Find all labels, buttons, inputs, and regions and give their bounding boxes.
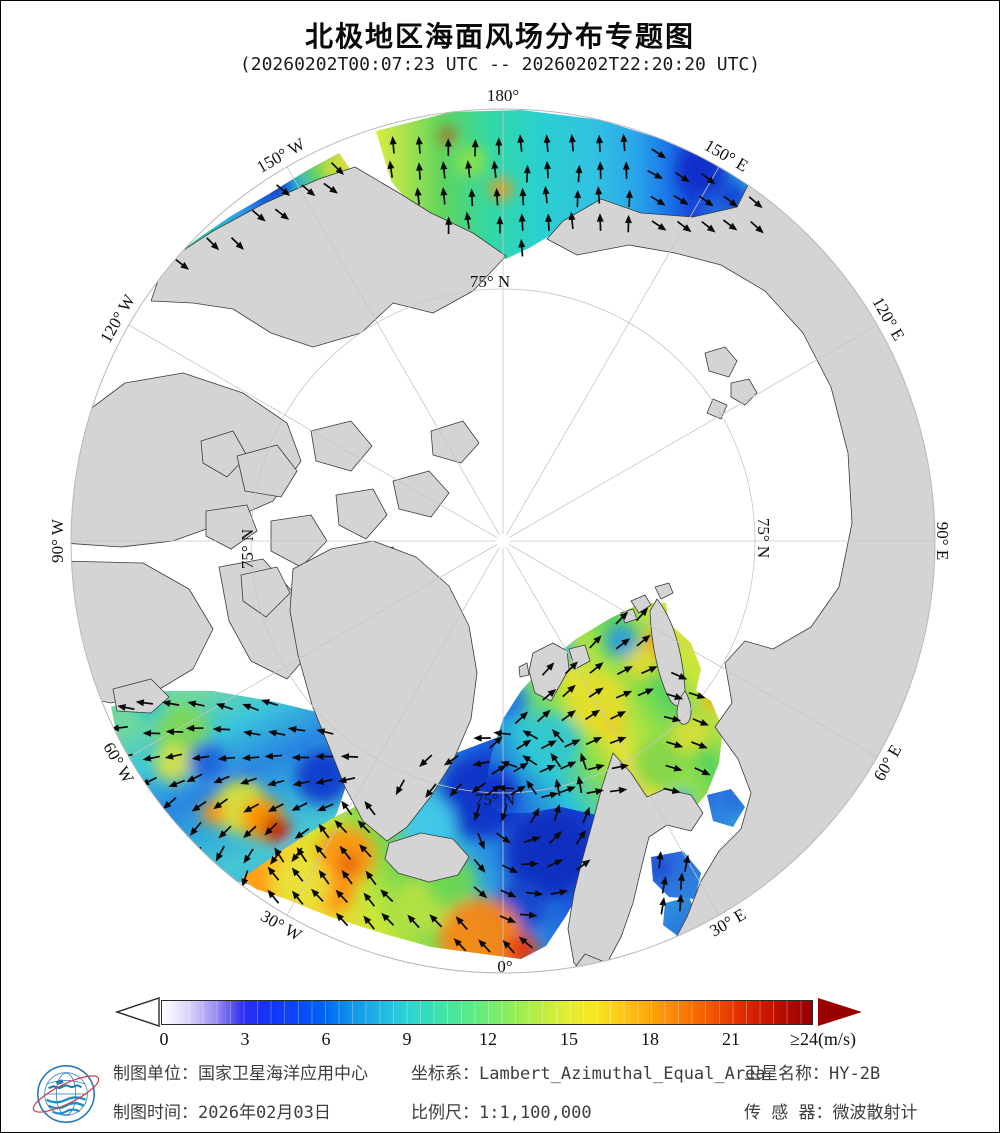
footer-org-label: 制图单位：: [113, 1064, 198, 1084]
footer-scale-label: 比例尺：: [411, 1103, 479, 1123]
footer-sensor-label: 传 感 器：: [744, 1103, 833, 1123]
footer-scale-value: 1:1,100,000: [479, 1103, 592, 1123]
time-range-subtitle: (20260202T00:07:23 UTC -- 20260202T22:20…: [239, 54, 761, 75]
footer-scale: 比例尺：1:1,100,000: [411, 1098, 592, 1123]
footer-sensor: 传 感 器：微波散射计: [744, 1098, 917, 1123]
meridian-label-0: 0°: [497, 957, 513, 976]
colorbar-overflow-arrow-icon: [818, 998, 862, 1026]
wind-speed-colorbar: 0 3 6 9 12 15 18 21 ≥24(m/s): [1, 993, 999, 1051]
map-footer: 制图单位：国家卫星海洋应用中心 制图时间：2026年02月03日 坐标系：Lam…: [1, 1049, 999, 1132]
colorbar-tick-6: 6: [321, 1029, 331, 1049]
colorbar-underflow-arrow-icon: [115, 997, 160, 1027]
colorbar-tick-21: 21: [722, 1029, 740, 1049]
colorbar-tick-3: 3: [240, 1029, 250, 1049]
colorbar-step-separators: [162, 1001, 812, 1024]
colorbar-tick-9: 9: [402, 1029, 412, 1049]
colorbar-max-label: ≥24(m/s): [790, 1029, 856, 1049]
colorbar-tick-18: 18: [641, 1029, 659, 1049]
footer-satellite: 卫星名称：HY-2B: [744, 1059, 880, 1084]
meridian-label-90w: 90° W: [48, 519, 67, 563]
latitude-label-75n-top: 75° N: [469, 272, 511, 291]
latitude-label-75n-left: 75° N: [238, 528, 257, 570]
colorbar-tick-12: 12: [479, 1029, 497, 1049]
footer-org-value: 国家卫星海洋应用中心: [198, 1064, 368, 1084]
colorbar-tick-0: 0: [159, 1029, 169, 1049]
meridian-label-180: 180°: [486, 86, 520, 105]
footer-date-label: 制图时间：: [113, 1103, 198, 1123]
footer-satellite-value: HY-2B: [829, 1064, 881, 1084]
nsoas-logo: [32, 1065, 100, 1123]
colorbar-gradient: [161, 1000, 813, 1025]
footer-date: 制图时间：2026年02月03日: [113, 1098, 331, 1123]
footer-satellite-label: 卫星名称：: [744, 1064, 829, 1084]
latitude-label-75n-right: 75° N: [754, 517, 773, 559]
footer-projection-label: 坐标系：: [411, 1064, 479, 1084]
footer-org: 制图单位：国家卫星海洋应用中心: [113, 1059, 368, 1084]
footer-sensor-value: 微波散射计: [832, 1103, 918, 1123]
meridian-label-90e: 90° E: [933, 521, 952, 561]
page-title: 北极地区海面风场分布专题图: [304, 21, 695, 52]
footer-projection-value: Lambert_Azimuthal_Equal_Area: [479, 1064, 766, 1084]
colorbar-tick-15: 15: [560, 1029, 578, 1049]
footer-projection: 坐标系：Lambert_Azimuthal_Equal_Area: [411, 1059, 766, 1084]
footer-date-value: 2026年02月03日: [198, 1103, 331, 1123]
latitude-label-75n-bottom: 75° N: [474, 790, 516, 809]
